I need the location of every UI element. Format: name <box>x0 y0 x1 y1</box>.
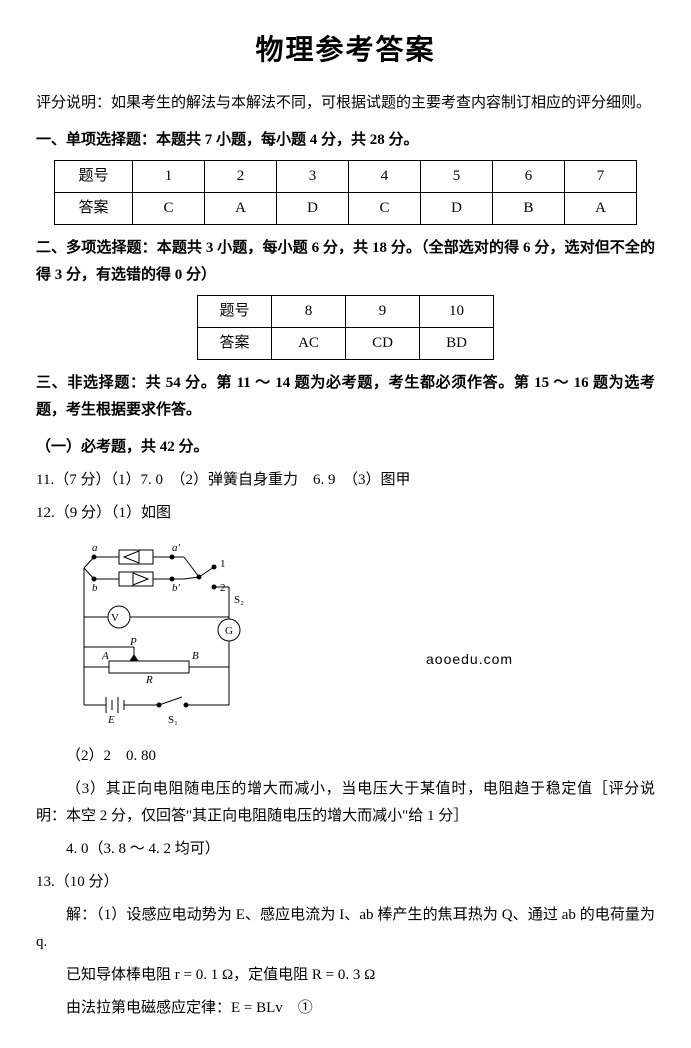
lbl-A: A <box>101 650 109 662</box>
cell: A <box>205 193 277 225</box>
lbl-s2: S₂ <box>234 594 244 606</box>
cell: A <box>565 193 637 225</box>
cell: 10 <box>420 296 494 328</box>
cell: D <box>421 193 493 225</box>
section2-heading: 二、多项选择题：本题共 3 小题，每小题 6 分，共 18 分。（全部选对的得 … <box>36 235 655 289</box>
lbl-E: E <box>107 714 115 726</box>
cell: 4 <box>349 161 421 193</box>
lbl-bp: b′ <box>172 582 181 594</box>
table-row: 答案 C A D C D B A <box>55 193 637 225</box>
q13-l3: 由法拉第电磁感应定律：E = BLv ① <box>36 995 655 1022</box>
cell: 1 <box>133 161 205 193</box>
watermark: aooedu.com <box>426 647 513 672</box>
lbl-ap: a′ <box>172 542 181 554</box>
cell: 题号 <box>198 296 272 328</box>
cell: B <box>493 193 565 225</box>
lbl-2: 2 <box>220 582 226 594</box>
grading-note: 评分说明：如果考生的解法与本解法不同，可根据试题的主要考查内容制订相应的评分细则… <box>36 90 655 117</box>
lbl-a: a <box>92 542 98 554</box>
section2-table: 题号 8 9 10 答案 AC CD BD <box>197 295 494 360</box>
cell: 6 <box>493 161 565 193</box>
page-title: 物理参考答案 <box>36 26 655 76</box>
cell: 9 <box>346 296 420 328</box>
q13-l2: 已知导体棒电阻 r = 0. 1 Ω，定值电阻 R = 0. 3 Ω <box>36 962 655 989</box>
cell: CD <box>346 328 420 360</box>
lbl-P: P <box>129 636 137 648</box>
cell: 答案 <box>55 193 133 225</box>
q12-part2: （2）2 0. 80 <box>36 743 655 770</box>
lbl-S1: S₁ <box>168 714 178 726</box>
circuit-svg: a a′ b b′ 1 2 S₂ V G P A B R E S₁ <box>64 537 294 727</box>
q13-head: 13.（10 分） <box>36 869 655 896</box>
cell: C <box>349 193 421 225</box>
table-row: 题号 1 2 3 4 5 6 7 <box>55 161 637 193</box>
q11-line: 11.（7 分）（1）7. 0 （2）弹簧自身重力 6. 9 （3）图甲 <box>36 467 655 494</box>
cell: 3 <box>277 161 349 193</box>
lbl-R: R <box>145 674 153 686</box>
cell: BD <box>420 328 494 360</box>
q12-head: 12.（9 分）（1）如图 <box>36 500 655 527</box>
lbl-G: G <box>225 625 233 637</box>
q12-part3b: 4. 0（3. 8 ～ 4. 2 均可） <box>36 836 655 863</box>
table-row: 答案 AC CD BD <box>198 328 494 360</box>
cell: AC <box>272 328 346 360</box>
section3-heading: 三、非选择题：共 54 分。第 11 ～ 14 题为必考题，考生都必须作答。第 … <box>36 370 655 424</box>
cell: C <box>133 193 205 225</box>
q12-part3a: （3）其正向电阻随电压的增大而减小，当电压大于某值时，电阻趋于稳定值［评分说明：… <box>36 776 655 830</box>
lbl-B: B <box>192 650 199 662</box>
section3-sub1: （一）必考题，共 42 分。 <box>36 434 655 461</box>
section1-table: 题号 1 2 3 4 5 6 7 答案 C A D C D B A <box>54 160 637 225</box>
q13-l1: 解：（1）设感应电动势为 E、感应电流为 I、ab 棒产生的焦耳热为 Q、通过 … <box>36 902 655 956</box>
cell: 5 <box>421 161 493 193</box>
cell: 2 <box>205 161 277 193</box>
cell: 7 <box>565 161 637 193</box>
lbl-b: b <box>92 582 98 594</box>
cell: D <box>277 193 349 225</box>
lbl-V: V <box>111 612 119 624</box>
lbl-1: 1 <box>220 558 226 570</box>
cell: 答案 <box>198 328 272 360</box>
table-row: 题号 8 9 10 <box>198 296 494 328</box>
cell: 题号 <box>55 161 133 193</box>
circuit-diagram: a a′ b b′ 1 2 S₂ V G P A B R E S₁ <box>64 537 655 737</box>
cell: 8 <box>272 296 346 328</box>
section1-heading: 一、单项选择题：本题共 7 小题，每小题 4 分，共 28 分。 <box>36 127 655 154</box>
